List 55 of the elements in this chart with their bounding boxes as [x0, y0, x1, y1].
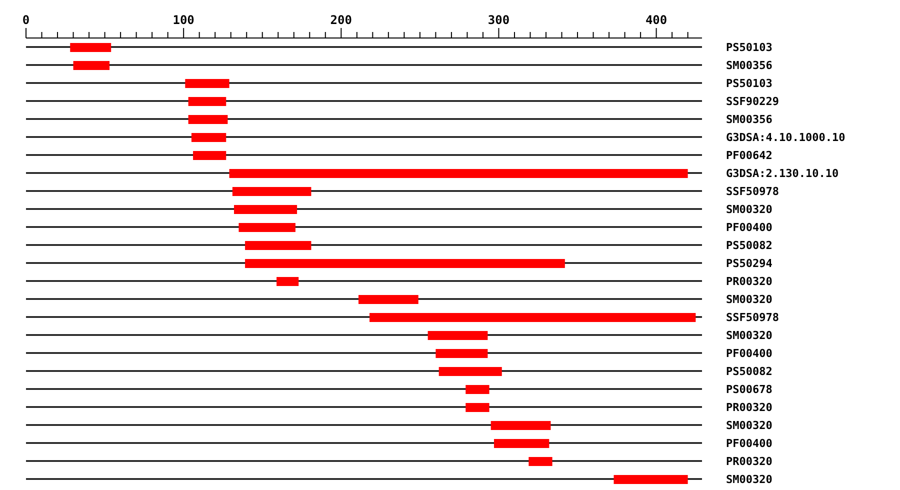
y-tick-label: SM00320 — [726, 293, 772, 306]
y-tick-label: SM00320 — [726, 473, 772, 486]
y-tick-label: G3DSA:4.10.1000.10 — [726, 131, 846, 144]
bar — [185, 79, 230, 88]
bar — [358, 295, 418, 304]
bar — [438, 367, 502, 376]
x-tick-label: 300 — [488, 13, 510, 27]
bar — [191, 133, 226, 142]
bar — [490, 421, 551, 430]
bar — [276, 277, 299, 286]
y-tick-label: PS50103 — [726, 41, 772, 54]
bar — [466, 403, 490, 412]
bar — [188, 97, 226, 106]
bar — [229, 169, 688, 178]
bar — [466, 385, 490, 394]
y-tick-label: PF00642 — [726, 149, 772, 162]
y-tick-label: PS50103 — [726, 77, 772, 90]
y-tick-label: PR00320 — [726, 455, 772, 468]
bar — [528, 457, 552, 466]
bar — [238, 223, 296, 232]
x-tick-label: 400 — [645, 13, 668, 27]
bar — [436, 349, 488, 358]
bar — [73, 61, 110, 70]
y-tick-label: PS00678 — [726, 383, 772, 396]
x-tick-label: 0 — [22, 13, 30, 27]
y-tick-label: PR00320 — [726, 401, 772, 414]
bar — [614, 475, 688, 484]
bar — [232, 187, 312, 196]
y-tick-label: SSF90229 — [726, 95, 779, 108]
bar — [70, 43, 112, 52]
y-tick-label: PS50082 — [726, 365, 772, 378]
x-tick-label: 100 — [172, 13, 194, 27]
bar — [370, 313, 696, 322]
bar — [234, 205, 298, 214]
x-tick-label: 200 — [330, 13, 352, 27]
y-tick-label: PF00400 — [726, 221, 772, 234]
y-tick-label: SM00320 — [726, 419, 772, 432]
y-tick-label: SM00320 — [726, 329, 772, 342]
bar — [428, 331, 488, 340]
bar — [245, 241, 312, 250]
bar — [188, 115, 228, 124]
y-tick-label: SM00356 — [726, 113, 773, 126]
y-tick-label: PS50294 — [726, 257, 773, 270]
y-tick-label: SM00320 — [726, 203, 772, 216]
bar — [245, 259, 565, 268]
y-tick-label: SM00356 — [726, 59, 773, 72]
y-tick-label: G3DSA:2.130.10.10 — [726, 167, 839, 180]
y-tick-label: PF00400 — [726, 437, 772, 450]
y-tick-label: PS50082 — [726, 239, 772, 252]
y-tick-label: SSF50978 — [726, 185, 779, 198]
y-tick-label: PR00320 — [726, 275, 772, 288]
bar — [494, 439, 550, 448]
y-tick-label: PF00400 — [726, 347, 772, 360]
y-tick-label: SSF50978 — [726, 311, 779, 324]
bar — [193, 151, 226, 160]
